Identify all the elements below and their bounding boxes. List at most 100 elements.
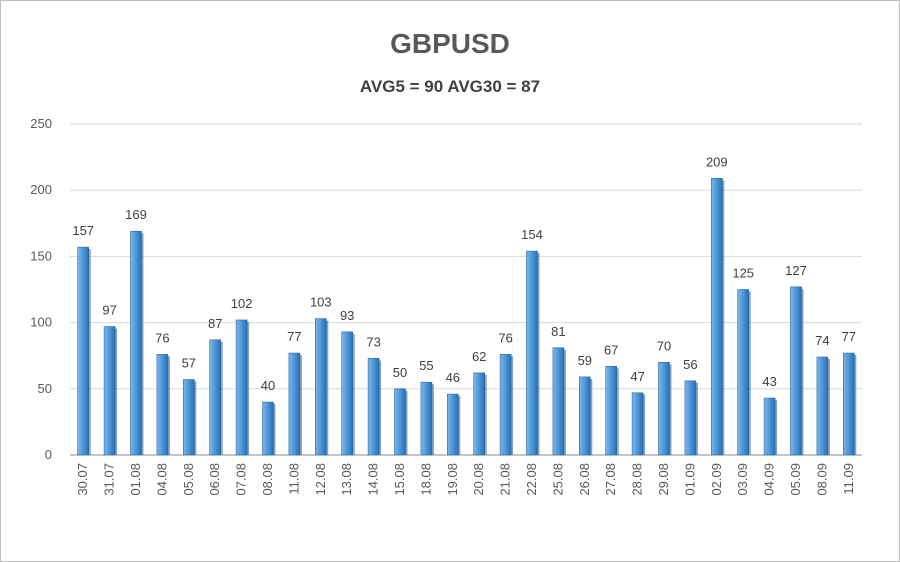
x-tick-label: 27.08	[603, 463, 618, 496]
x-tick-label: 01.09	[682, 463, 697, 496]
x-tick-label: 18.08	[418, 463, 433, 496]
x-tick-label: 11.08	[286, 463, 301, 495]
x-tick-label: 25.08	[550, 463, 565, 496]
bar	[763, 397, 778, 456]
data-label: 46	[446, 370, 460, 385]
data-label: 62	[472, 349, 486, 364]
y-tick-label: 200	[30, 182, 52, 197]
y-tick-label: 100	[30, 315, 52, 330]
bar	[235, 319, 250, 456]
bar	[790, 286, 804, 456]
bar	[684, 380, 698, 456]
data-label: 154	[521, 227, 543, 242]
x-tick-label: 13.08	[339, 463, 354, 496]
bar	[816, 356, 830, 456]
x-tick-label: 08.09	[814, 463, 829, 496]
data-label: 103	[310, 295, 332, 310]
data-label: 56	[683, 357, 697, 372]
data-label: 102	[231, 296, 253, 311]
bar	[473, 372, 487, 456]
bar	[314, 318, 329, 456]
bar	[103, 326, 118, 456]
x-tick-label: 11.09	[841, 463, 856, 495]
x-tick-label: 29.08	[656, 463, 671, 496]
data-label: 70	[657, 338, 671, 353]
x-tick-label: 26.08	[577, 463, 592, 496]
data-label: 76	[498, 330, 512, 345]
x-tick-label: 31.07	[102, 463, 117, 496]
data-label: 97	[102, 303, 116, 318]
bar	[737, 289, 751, 456]
bar	[77, 246, 91, 456]
x-tick-label: 12.08	[313, 463, 328, 496]
data-label: 81	[551, 324, 565, 339]
bar	[631, 392, 646, 456]
data-label: 73	[366, 334, 380, 349]
bar	[658, 362, 672, 456]
x-tick-label: 04.08	[154, 463, 169, 496]
data-label: 74	[815, 333, 829, 348]
data-label: 209	[706, 154, 728, 169]
bar	[341, 331, 355, 456]
x-tick-label: 07.08	[234, 463, 249, 496]
data-label: 57	[182, 356, 196, 371]
bar	[156, 354, 170, 456]
data-label: 127	[785, 263, 807, 278]
bar	[288, 352, 302, 456]
bar	[578, 376, 593, 456]
bar	[130, 230, 144, 456]
data-label: 169	[125, 207, 147, 222]
y-tick-label: 150	[30, 248, 52, 263]
data-label: 125	[732, 266, 754, 281]
data-label: 50	[393, 365, 407, 380]
x-tick-label: 02.09	[709, 463, 724, 496]
x-tick-label: 03.09	[735, 463, 750, 496]
data-label: 67	[604, 342, 618, 357]
x-tick-label: 21.08	[498, 463, 513, 496]
bar	[499, 354, 514, 456]
bar	[183, 379, 197, 456]
bar	[526, 250, 540, 456]
bar	[394, 388, 408, 456]
chart-subtitle: AVG5 = 90 AVG30 = 87	[359, 77, 541, 96]
x-tick-label: 30.07	[75, 463, 90, 496]
bar	[420, 381, 434, 456]
x-tick-label: 08.08	[260, 463, 275, 496]
x-tick-label: 28.08	[630, 463, 645, 496]
bar	[842, 352, 857, 456]
bar	[710, 177, 725, 456]
bar	[446, 393, 461, 456]
x-tick-label: 05.08	[181, 463, 196, 496]
y-tick-label: 50	[38, 381, 52, 396]
data-label: 76	[155, 330, 169, 345]
x-tick-label: 01.08	[128, 463, 143, 496]
data-label: 77	[287, 329, 301, 344]
x-tick-label: 22.08	[524, 463, 539, 496]
bar	[605, 365, 619, 456]
x-tick-label: 19.08	[445, 463, 460, 496]
y-tick-label: 0	[45, 447, 52, 462]
x-tick-label: 06.08	[207, 463, 222, 496]
x-tick-label: 14.08	[366, 463, 381, 496]
bar	[262, 401, 276, 456]
data-label: 87	[208, 316, 222, 331]
data-label: 157	[72, 223, 94, 238]
bar	[552, 347, 566, 456]
x-tick-label: 04.09	[762, 463, 777, 496]
bar	[209, 339, 223, 456]
data-label: 40	[261, 378, 275, 393]
data-label: 93	[340, 308, 354, 323]
data-label: 43	[762, 374, 776, 389]
x-tick-label: 20.08	[471, 463, 486, 496]
chart-title: GBPUSD	[390, 28, 510, 59]
data-label: 77	[842, 329, 856, 344]
y-tick-label: 250	[30, 116, 52, 131]
data-label: 59	[578, 353, 592, 368]
x-tick-label: 15.08	[392, 463, 407, 496]
data-label: 47	[630, 369, 644, 384]
data-label: 55	[419, 358, 433, 373]
bar	[367, 358, 382, 456]
x-tick-label: 05.09	[788, 463, 803, 496]
